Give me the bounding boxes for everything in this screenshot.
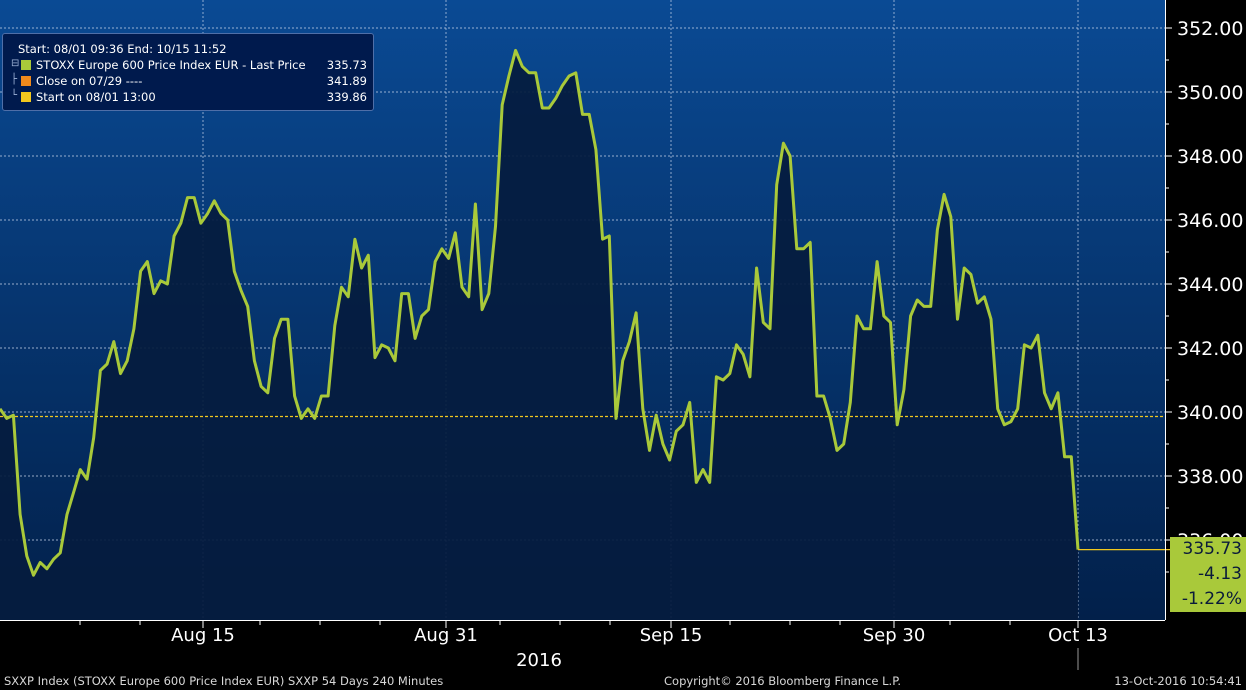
series-line	[0, 48, 1080, 577]
legend-header: Start: 08/01 09:36 End: 10/15 11:52	[18, 42, 227, 56]
y-tick-label: 344.00	[1177, 274, 1243, 296]
footer-copyright: Copyright© 2016 Bloomberg Finance L.P.	[664, 674, 901, 688]
legend-label: Close on 07/29 ----	[36, 74, 143, 88]
last-price-change: -4.13	[1198, 564, 1242, 584]
y-tick-label: 342.00	[1177, 338, 1243, 360]
y-tick-label: 346.00	[1177, 210, 1243, 232]
tree-expand-icon: ⊟	[11, 58, 20, 69]
legend-label: Start on 08/01 13:00	[36, 90, 156, 104]
y-tick-label: 340.00	[1177, 402, 1243, 424]
last-price-tag: 335.73 -4.13 -1.22%	[1170, 537, 1246, 612]
x-tick-label: Sep 30	[863, 625, 926, 646]
footer-bar: SXXP Index (STOXX Europe 600 Price Index…	[0, 672, 1246, 690]
legend-item-series: ⊟ STOXX Europe 600 Price Index EUR - Las…	[3, 58, 373, 74]
x-tick-label: Sep 15	[640, 625, 703, 646]
legend-value: 339.86	[326, 90, 367, 104]
footer-security-description: SXXP Index (STOXX Europe 600 Price Index…	[4, 674, 444, 688]
legend-box: Start: 08/01 09:36 End: 10/15 11:52 ⊟ ST…	[2, 33, 374, 111]
x-tick-label: Aug 31	[414, 625, 478, 646]
y-tick-label: 348.00	[1177, 146, 1243, 168]
x-tick-label: Oct 13	[1048, 625, 1108, 646]
tree-branch-icon: └	[11, 90, 18, 101]
tree-branch-icon: ├	[11, 74, 18, 85]
legend-swatch-series	[21, 60, 31, 70]
last-price-value: 335.73	[1182, 539, 1242, 559]
x-axis-background	[0, 620, 1165, 672]
y-tick-label: 350.00	[1177, 82, 1243, 104]
legend-item-close: ├ Close on 07/29 ---- 341.89	[3, 74, 373, 90]
footer-timestamp: 13-Oct-2016 10:54:41	[1114, 674, 1242, 688]
x-tick-label: Aug 15	[171, 625, 235, 646]
series-area-fill	[0, 50, 1078, 620]
legend-label: STOXX Europe 600 Price Index EUR - Last …	[36, 58, 306, 72]
legend-swatch-start	[21, 92, 31, 102]
x-axis: Aug 15 Aug 31 Sep 15 Sep 30 Oct 13 2016	[79, 620, 1108, 671]
y-tick-label: 338.00	[1177, 466, 1243, 488]
x-year-label: 2016	[516, 650, 562, 671]
y-axis: 352.00 350.00 348.00 346.00 344.00 342.00 340.…	[1165, 18, 1243, 573]
legend-swatch-close	[21, 76, 31, 86]
legend-item-start: └ Start on 08/01 13:00 339.86	[3, 90, 373, 106]
last-price-change-pct: -1.22%	[1181, 589, 1242, 609]
y-tick-label: 352.00	[1177, 18, 1243, 40]
legend-value: 341.89	[326, 74, 367, 88]
price-chart: 352.00 350.00 348.00 346.00 344.00 342.00 340.…	[0, 0, 1244, 672]
legend-value: 335.73	[326, 58, 367, 72]
